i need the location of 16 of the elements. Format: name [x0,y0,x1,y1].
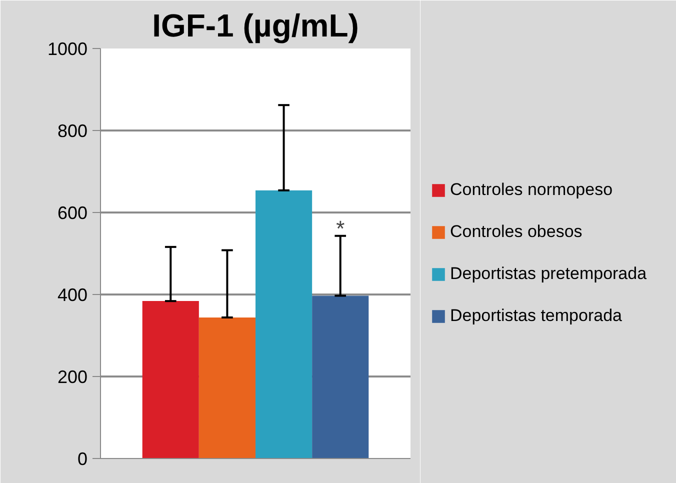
bar [198,317,256,458]
y-tick-label: 0 [77,449,88,469]
chart-title: IGF-1 (µg/mL) [152,8,359,44]
y-tick-label: 400 [57,285,88,305]
legend-label: Deportistas pretemporada [450,264,647,284]
bar [256,190,312,458]
legend-label: Deportistas temporada [450,306,622,326]
y-tick-label: 600 [57,203,88,223]
legend-label: Controles obesos [450,222,582,242]
legend-label: Controles normopeso [450,180,613,200]
y-tick-label: 1000 [47,39,88,59]
annotation: * [336,216,346,241]
y-tick-label: 800 [57,121,88,141]
bar [312,296,369,458]
y-tick-label: 200 [57,367,88,387]
bar [142,301,199,458]
